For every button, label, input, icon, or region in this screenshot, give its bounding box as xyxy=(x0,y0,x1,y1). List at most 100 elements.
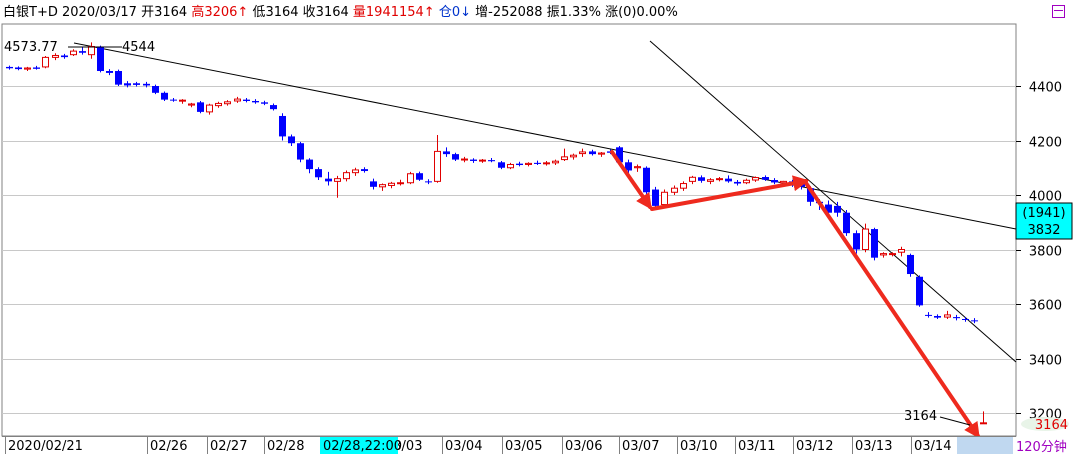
open-interest: 仓0↓ xyxy=(438,5,472,20)
candle-body xyxy=(971,320,978,322)
candle xyxy=(871,227,878,261)
candle-body xyxy=(397,182,404,185)
candle xyxy=(52,53,59,61)
x-tick-label: 03/12 xyxy=(796,439,833,454)
candle xyxy=(461,156,468,163)
volume: 量1941154↑ xyxy=(352,5,435,20)
candle-body xyxy=(215,102,222,107)
candle-body xyxy=(325,178,332,182)
candle xyxy=(634,164,641,172)
cursor-time-box xyxy=(320,437,398,454)
candle-body xyxy=(352,169,359,174)
candle-body xyxy=(716,178,723,181)
x-tick-label: 03/05 xyxy=(505,439,542,454)
candle-body xyxy=(124,83,131,86)
candle-body xyxy=(725,178,732,182)
candle xyxy=(470,158,477,163)
high-line-label: 4544 xyxy=(122,40,155,55)
x-tick-label: 03/06 xyxy=(565,439,602,454)
candle xyxy=(680,181,687,191)
candle xyxy=(179,99,186,104)
candle-body xyxy=(270,105,277,110)
candle xyxy=(661,189,668,208)
candle-body xyxy=(534,162,541,164)
candle xyxy=(962,317,969,322)
candle xyxy=(297,141,304,163)
y-tick-label: 3600 xyxy=(1029,299,1062,314)
last-price-label: 3164 xyxy=(1035,418,1068,433)
x-tick-label: 03/04 xyxy=(445,439,482,454)
candle-body xyxy=(834,205,841,213)
candle-body xyxy=(306,159,313,170)
trend-line-steep xyxy=(649,40,1017,363)
x-axis: 2020/02/21 02/26 02/27 02/28 03/03 03/04 03/05… xyxy=(2,436,1016,454)
period-label[interactable]: 120分钟 xyxy=(1016,439,1067,455)
candle-body xyxy=(152,86,159,93)
candle-body xyxy=(953,317,960,319)
candle xyxy=(889,252,896,257)
candle-body xyxy=(698,177,705,181)
candle xyxy=(425,179,432,185)
candle-body xyxy=(288,136,295,144)
low-label: 3164 xyxy=(904,409,937,424)
candle xyxy=(352,167,359,176)
candle xyxy=(361,167,368,173)
candle-body xyxy=(279,115,286,137)
candle xyxy=(206,103,213,115)
candle xyxy=(507,162,514,170)
candle xyxy=(916,275,923,307)
candle xyxy=(934,314,941,319)
candle xyxy=(379,183,386,191)
candle-body xyxy=(743,179,750,184)
candle xyxy=(625,159,632,174)
candle xyxy=(716,177,723,182)
x-tick-label: 2020/02/21 xyxy=(8,439,83,454)
candle xyxy=(725,175,732,183)
candle-body xyxy=(461,158,468,161)
arrow-down-2 xyxy=(804,181,980,439)
candle xyxy=(88,42,95,59)
candle-body xyxy=(315,169,322,178)
candle-body xyxy=(853,233,860,250)
x-tick-label: 02/26 xyxy=(150,439,187,454)
candle-body xyxy=(79,51,86,53)
candle xyxy=(579,148,586,157)
last-date-box xyxy=(957,437,1013,454)
candle-body xyxy=(889,253,896,256)
candle-body xyxy=(243,99,250,101)
candle-body xyxy=(343,172,350,180)
candle-body xyxy=(634,166,641,169)
candle-body xyxy=(579,151,586,155)
candle xyxy=(6,65,13,70)
candle-body xyxy=(871,229,878,258)
candle xyxy=(334,175,341,198)
x-tick-label: 03/11 xyxy=(738,439,775,454)
y-tick-label: 3400 xyxy=(1029,354,1062,369)
candle xyxy=(707,178,714,185)
x-tick-label: 03/14 xyxy=(914,439,951,454)
candle xyxy=(243,97,250,103)
last-price-bg xyxy=(1021,417,1069,431)
candle-body xyxy=(689,176,696,182)
collapse-icon[interactable] xyxy=(1052,5,1065,18)
candle xyxy=(543,160,550,166)
candle-body xyxy=(616,147,623,163)
red-arrows xyxy=(610,150,980,439)
candle xyxy=(288,134,295,146)
candle xyxy=(234,96,241,103)
candle-body xyxy=(589,151,596,155)
candle xyxy=(561,148,568,161)
candle-body xyxy=(516,163,523,166)
candle xyxy=(689,175,696,185)
candle xyxy=(643,166,650,195)
candle-body xyxy=(980,422,987,425)
trend-line-long xyxy=(73,42,1017,230)
candle xyxy=(752,176,759,182)
candle-body xyxy=(197,102,204,112)
candle xyxy=(70,49,77,57)
x-tick-label: 03/10 xyxy=(680,439,717,454)
candle xyxy=(434,135,441,183)
candle-body xyxy=(944,314,951,318)
